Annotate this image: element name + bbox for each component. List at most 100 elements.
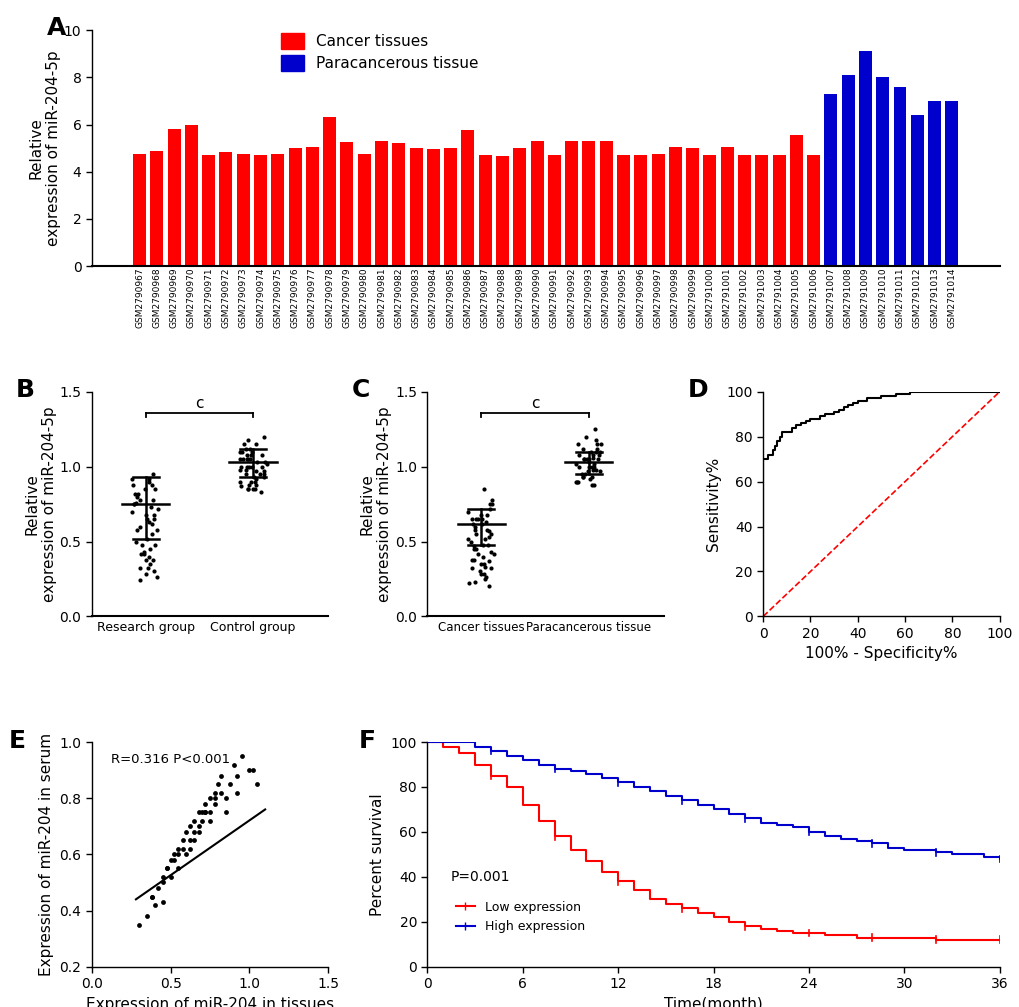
Point [178,846,195,862]
Point [468,511,484,527]
Point [125,496,142,513]
Point [475,481,491,497]
Point [239,481,256,497]
Point [585,476,601,492]
Point [141,473,157,489]
Y-axis label: Expression of miR-204 in serum: Expression of miR-204 in serum [39,733,54,976]
Point [248,463,264,479]
Point [587,421,603,437]
Point [483,544,499,560]
Bar [288,148,302,266]
Point [468,526,484,542]
Point [589,451,605,467]
Point [469,511,485,527]
Point [574,469,590,485]
Bar [254,155,267,266]
Point [128,494,145,511]
Point [232,461,249,477]
Point [473,556,489,572]
Point [242,762,258,778]
Point [165,846,181,862]
Point [485,546,501,562]
Bar [910,115,923,266]
Point [240,476,257,492]
Point [217,805,233,821]
Point [477,514,493,530]
Point [591,446,607,462]
Bar [945,101,958,266]
Point [464,561,480,577]
Y-axis label: Relative
expression of miR-204-5p: Relative expression of miR-204-5p [29,50,61,246]
Point [464,552,480,568]
Bar [634,155,647,266]
Point [131,561,148,577]
Point [191,805,207,821]
Point [170,841,186,857]
Point [202,790,218,807]
Point [569,473,585,489]
Y-axis label: Relative
expression of miR-204-5p: Relative expression of miR-204-5p [360,406,392,602]
Bar [823,94,837,266]
Point [476,531,492,547]
Point [234,451,251,467]
Point [256,466,272,482]
Point [131,491,148,508]
Point [144,516,160,532]
Point [123,504,140,520]
Bar [392,143,405,266]
Point [570,436,586,452]
Point [581,458,597,474]
Point [482,526,498,542]
Point [466,522,482,538]
Point [147,537,163,553]
Point [191,819,207,835]
Bar [893,87,906,266]
Point [146,564,162,580]
Point [128,488,145,505]
Point [482,496,498,513]
Point [571,458,587,474]
Point [247,470,263,486]
Point [473,516,489,532]
Point [124,470,141,486]
Point [584,449,600,465]
Point [466,552,482,568]
Point [476,559,492,575]
Point [125,496,142,513]
Point [242,451,258,467]
Point [147,897,163,913]
Bar [806,155,819,266]
Point [466,541,482,557]
Point [467,519,483,535]
Text: E: E [9,729,26,752]
Point [133,546,150,562]
Point [239,458,256,474]
Point [207,784,223,801]
Point [576,451,592,467]
Point [248,436,264,452]
Point [181,833,198,849]
Point [484,496,500,513]
Bar [513,148,526,266]
Bar [219,152,232,266]
Point [576,451,592,467]
Point [255,469,271,485]
Bar [443,148,457,266]
Point [225,756,242,772]
Point [470,546,486,562]
Point [142,556,158,572]
Point [585,446,601,462]
Point [147,481,163,497]
Point [197,805,213,821]
Point [133,537,150,553]
Point [584,476,600,492]
Point [159,860,175,876]
Bar [754,155,767,266]
Point [583,469,599,485]
Point [194,805,210,821]
Bar [184,125,198,266]
Bar [410,148,422,266]
Point [132,572,149,588]
Point [246,469,262,485]
Point [141,514,157,530]
